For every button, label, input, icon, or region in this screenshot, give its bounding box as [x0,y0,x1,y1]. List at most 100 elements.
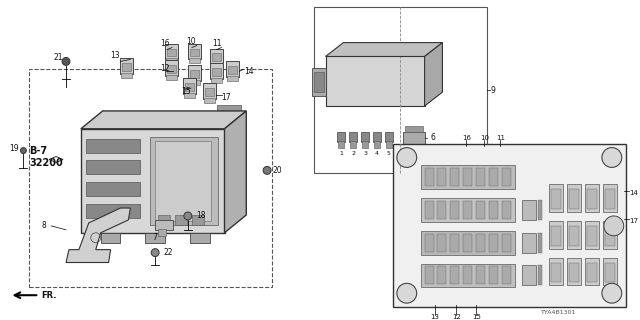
Bar [337,132,346,142]
Bar [603,221,617,249]
Bar [210,63,223,79]
Bar [314,72,324,92]
Text: 17: 17 [630,218,639,224]
Bar [489,168,498,186]
Text: 22: 22 [163,248,173,257]
Bar [165,60,178,76]
Bar [438,234,447,252]
Bar [158,229,166,236]
Bar [349,132,357,142]
Bar [538,233,543,252]
Bar [183,78,196,94]
Bar [203,83,216,99]
Bar [489,267,498,284]
Bar [212,53,221,61]
Bar [403,132,424,144]
Circle shape [62,58,70,65]
Bar [122,63,131,71]
Bar [587,262,597,282]
Bar [188,44,201,60]
Bar [165,44,178,60]
Bar [420,263,515,287]
Bar [502,201,511,219]
Text: TYA4B1301: TYA4B1301 [541,309,576,315]
Bar [420,198,515,222]
Bar [567,221,581,249]
Text: 14: 14 [630,190,639,196]
Circle shape [184,212,192,220]
Bar [552,262,561,282]
Bar [185,83,194,91]
Bar [227,76,238,81]
Bar [158,215,170,225]
Bar [463,201,472,219]
Circle shape [397,283,417,303]
Bar [188,65,201,81]
Bar [155,220,173,230]
Bar [438,201,447,219]
Bar [451,201,460,219]
Text: 2: 2 [351,151,355,156]
Bar [538,266,543,285]
Bar [569,262,579,282]
Bar [204,98,214,103]
Bar [552,189,561,209]
Bar [339,141,344,148]
Bar [361,132,369,142]
Bar [569,226,579,246]
Bar [175,215,187,225]
Text: 1: 1 [339,151,343,156]
Bar [155,141,211,221]
Bar [489,234,498,252]
Bar [211,63,221,68]
Text: 13: 13 [431,314,440,320]
Bar [86,204,140,218]
Bar [340,44,355,52]
Text: 15: 15 [181,87,191,96]
Bar [216,105,241,119]
Bar [476,201,485,219]
Bar [393,144,626,307]
Circle shape [20,148,26,154]
Circle shape [263,166,271,174]
Bar [385,132,393,142]
Bar [122,73,132,78]
Text: 20: 20 [272,166,282,175]
Text: B-7: B-7 [29,146,47,156]
Bar [489,201,498,219]
Bar [167,49,176,56]
Bar [29,69,272,287]
Bar [150,137,218,225]
Text: 16: 16 [462,135,471,141]
Bar [86,161,140,174]
Bar [451,267,460,284]
Bar [100,233,120,243]
Text: 7: 7 [152,233,157,242]
Polygon shape [424,43,442,106]
Text: 15: 15 [472,314,481,320]
Bar [374,141,380,148]
Bar [86,182,140,196]
Bar [167,65,176,73]
Bar [190,233,210,243]
Bar [463,234,472,252]
Polygon shape [66,208,131,262]
Bar [362,141,368,148]
Circle shape [151,249,159,257]
Text: 3: 3 [363,151,367,156]
Bar [373,132,381,142]
Bar [538,200,543,220]
Text: 5: 5 [387,151,391,156]
Bar [424,234,433,252]
Bar [438,168,447,186]
Bar [587,226,597,246]
Bar [145,233,165,243]
Polygon shape [326,43,442,56]
Text: 10: 10 [480,135,489,141]
Text: 17: 17 [221,92,231,101]
Bar [420,231,515,255]
Bar [424,267,433,284]
Bar [314,7,487,173]
Bar [463,168,472,186]
Bar [86,139,140,153]
